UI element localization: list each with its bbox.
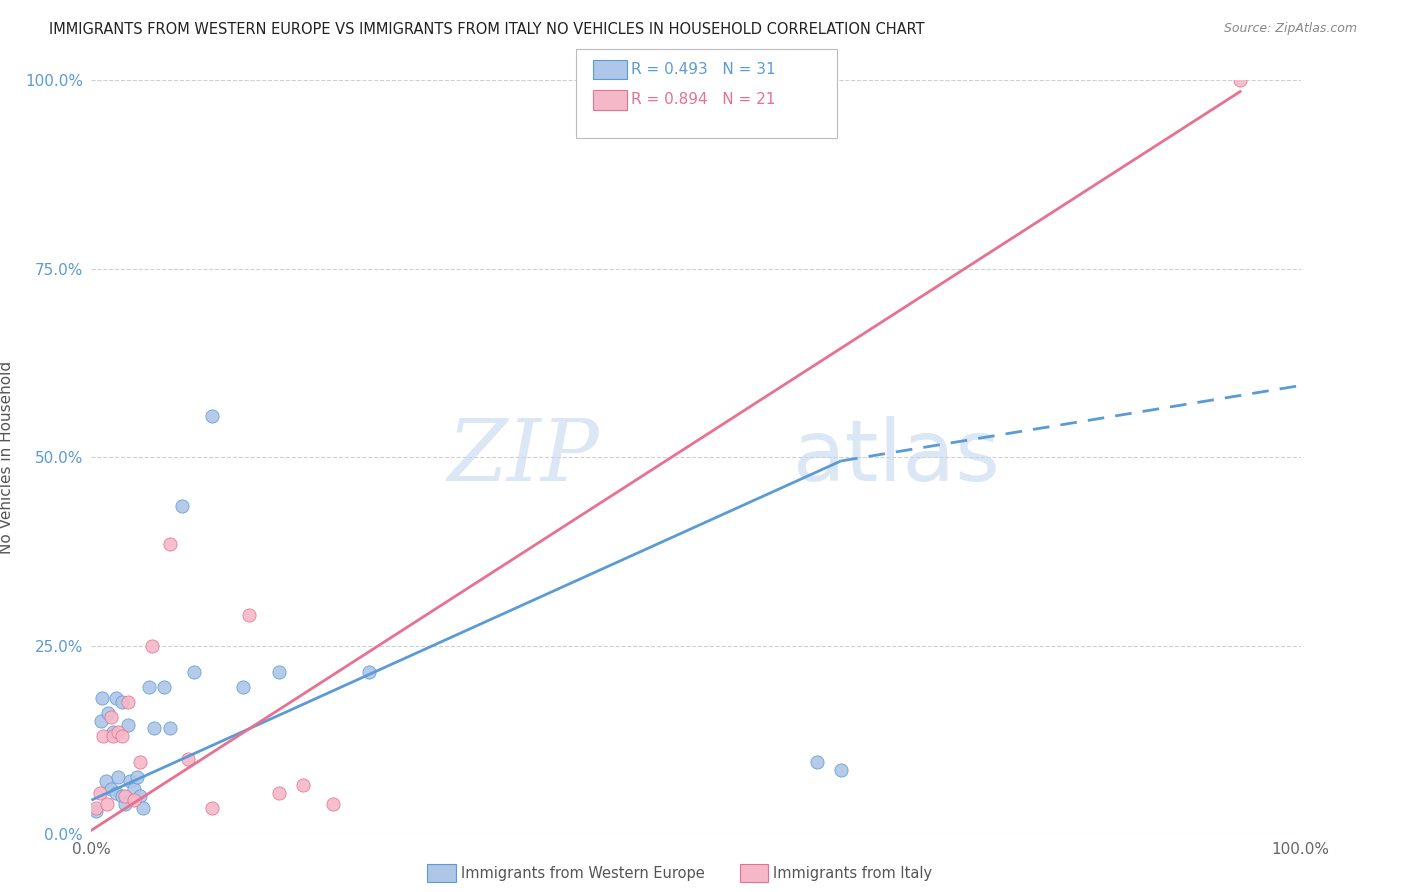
- Point: [114, 789, 136, 804]
- Point: [231, 680, 253, 694]
- Point: [101, 725, 124, 739]
- Point: [806, 756, 828, 770]
- Point: [143, 722, 166, 736]
- Point: [100, 781, 122, 796]
- Point: [111, 695, 132, 709]
- Point: [177, 751, 200, 765]
- Point: [122, 793, 145, 807]
- Point: [201, 409, 224, 423]
- Point: [267, 786, 290, 800]
- Text: Immigrants from Italy: Immigrants from Italy: [773, 866, 932, 880]
- Text: IMMIGRANTS FROM WESTERN EUROPE VS IMMIGRANTS FROM ITALY NO VEHICLES IN HOUSEHOLD: IMMIGRANTS FROM WESTERN EUROPE VS IMMIGR…: [49, 22, 925, 37]
- Point: [84, 805, 107, 819]
- Point: [93, 729, 115, 743]
- Point: [117, 717, 139, 731]
- Text: R = 0.493   N = 31: R = 0.493 N = 31: [631, 62, 776, 77]
- Point: [89, 786, 111, 800]
- Point: [138, 680, 160, 694]
- Point: [1229, 73, 1251, 87]
- Point: [117, 695, 139, 709]
- Text: Immigrants from Western Europe: Immigrants from Western Europe: [461, 866, 704, 880]
- Point: [101, 729, 124, 743]
- Text: Source: ZipAtlas.com: Source: ZipAtlas.com: [1223, 22, 1357, 36]
- Point: [122, 781, 145, 796]
- Point: [96, 797, 118, 811]
- Point: [91, 691, 114, 706]
- Point: [359, 665, 381, 679]
- Point: [94, 774, 117, 789]
- Text: atlas: atlas: [793, 416, 1001, 499]
- Point: [153, 680, 176, 694]
- Point: [183, 665, 205, 679]
- Text: ZIP: ZIP: [447, 416, 599, 499]
- Point: [111, 789, 132, 804]
- Point: [830, 763, 852, 777]
- Point: [267, 665, 290, 679]
- Point: [114, 797, 136, 811]
- Point: [111, 729, 132, 743]
- Point: [104, 691, 127, 706]
- Text: R = 0.894   N = 21: R = 0.894 N = 21: [631, 93, 776, 107]
- Point: [107, 725, 129, 739]
- Point: [132, 800, 155, 814]
- Point: [172, 499, 194, 513]
- Point: [107, 771, 129, 785]
- Point: [159, 722, 181, 736]
- Point: [90, 714, 112, 728]
- Point: [128, 756, 150, 770]
- Point: [84, 800, 107, 814]
- Point: [159, 537, 181, 551]
- Point: [141, 639, 163, 653]
- Point: [97, 706, 120, 721]
- Point: [201, 800, 224, 814]
- Point: [127, 771, 149, 785]
- Point: [128, 789, 150, 804]
- Y-axis label: No Vehicles in Household: No Vehicles in Household: [0, 360, 14, 554]
- Point: [322, 797, 344, 811]
- Point: [238, 608, 260, 623]
- Point: [100, 710, 122, 724]
- Point: [291, 778, 314, 792]
- Point: [120, 774, 142, 789]
- Point: [104, 786, 127, 800]
